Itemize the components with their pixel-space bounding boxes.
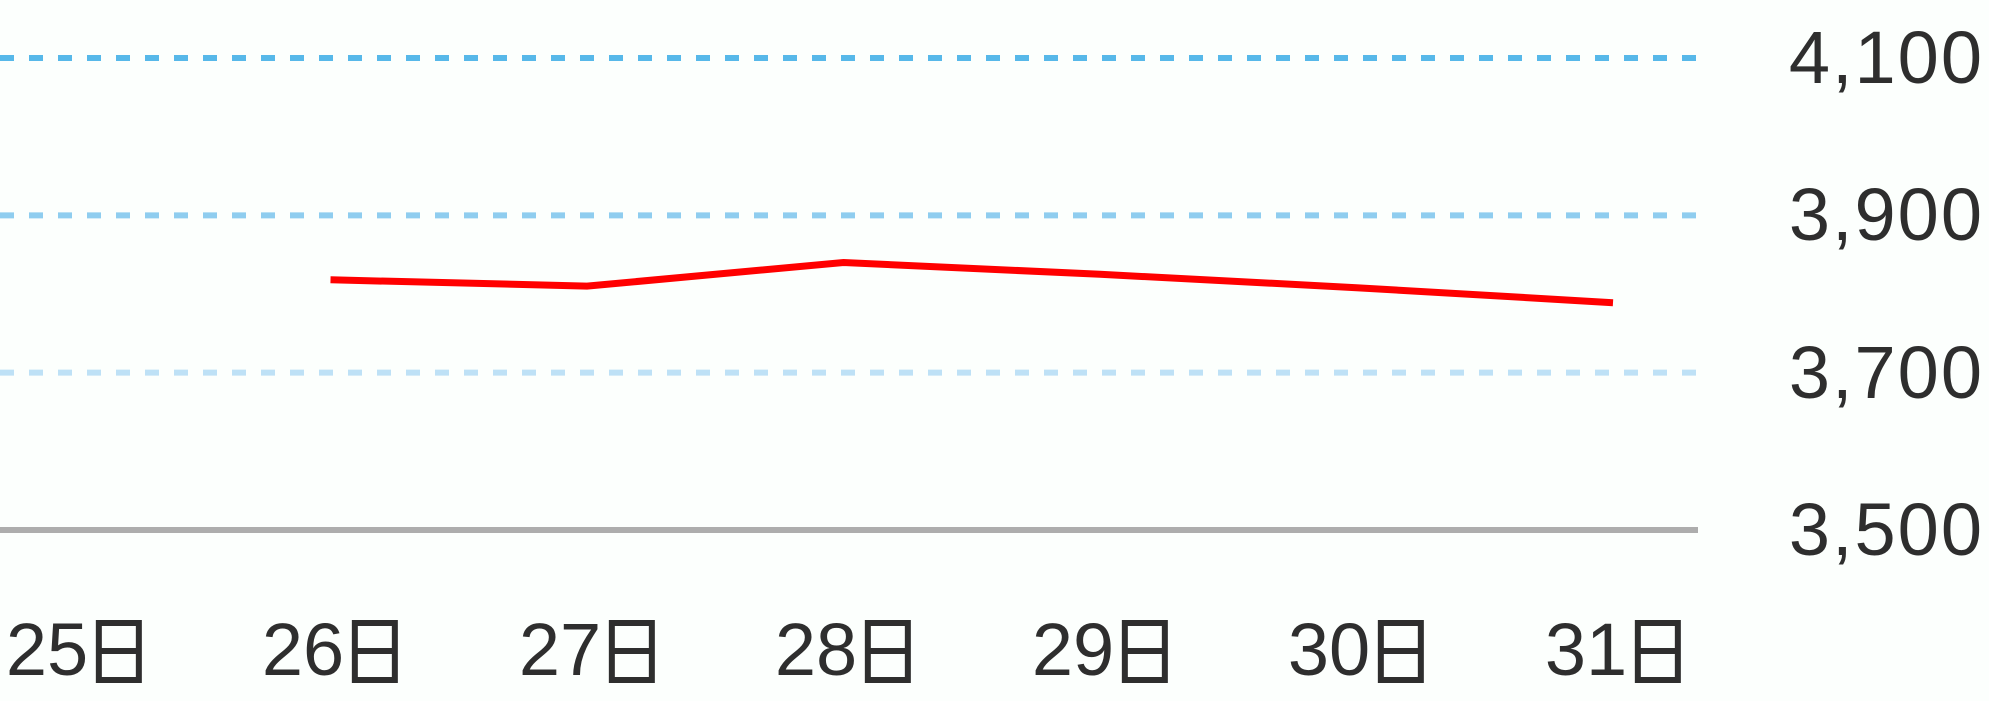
x-axis-label-25: 25 <box>5 608 143 691</box>
x-label-number: 30 <box>1287 608 1371 691</box>
day-suffix-icon <box>352 619 399 683</box>
x-label-number: 26 <box>261 608 345 691</box>
y-tick-label-3900: 3,900 <box>1788 173 1984 256</box>
x-label-number: 29 <box>1031 608 1115 691</box>
x-label-number: 27 <box>518 608 602 691</box>
x-axis-label-27: 27 <box>518 608 656 691</box>
x-axis-label-31: 31 <box>1544 608 1682 691</box>
day-suffix-icon <box>1635 619 1682 683</box>
y-tick-label-3700: 3,700 <box>1788 331 1984 414</box>
day-suffix-icon <box>865 619 912 683</box>
day-suffix-icon <box>1122 619 1169 683</box>
day-suffix-icon <box>1378 619 1425 683</box>
y-tick-label-4100: 4,100 <box>1788 16 1984 99</box>
y-tick-label-3500: 3,500 <box>1788 488 1984 571</box>
x-axis-label-26: 26 <box>261 608 399 691</box>
x-axis-label-29: 29 <box>1031 608 1169 691</box>
day-suffix-icon <box>609 619 656 683</box>
x-label-number: 31 <box>1544 608 1628 691</box>
price-line-series <box>330 258 1614 307</box>
x-axis-label-28: 28 <box>774 608 912 691</box>
x-label-number: 25 <box>5 608 89 691</box>
x-axis-label-30: 30 <box>1287 608 1425 691</box>
x-label-number: 28 <box>774 608 858 691</box>
day-suffix-icon <box>96 619 143 683</box>
